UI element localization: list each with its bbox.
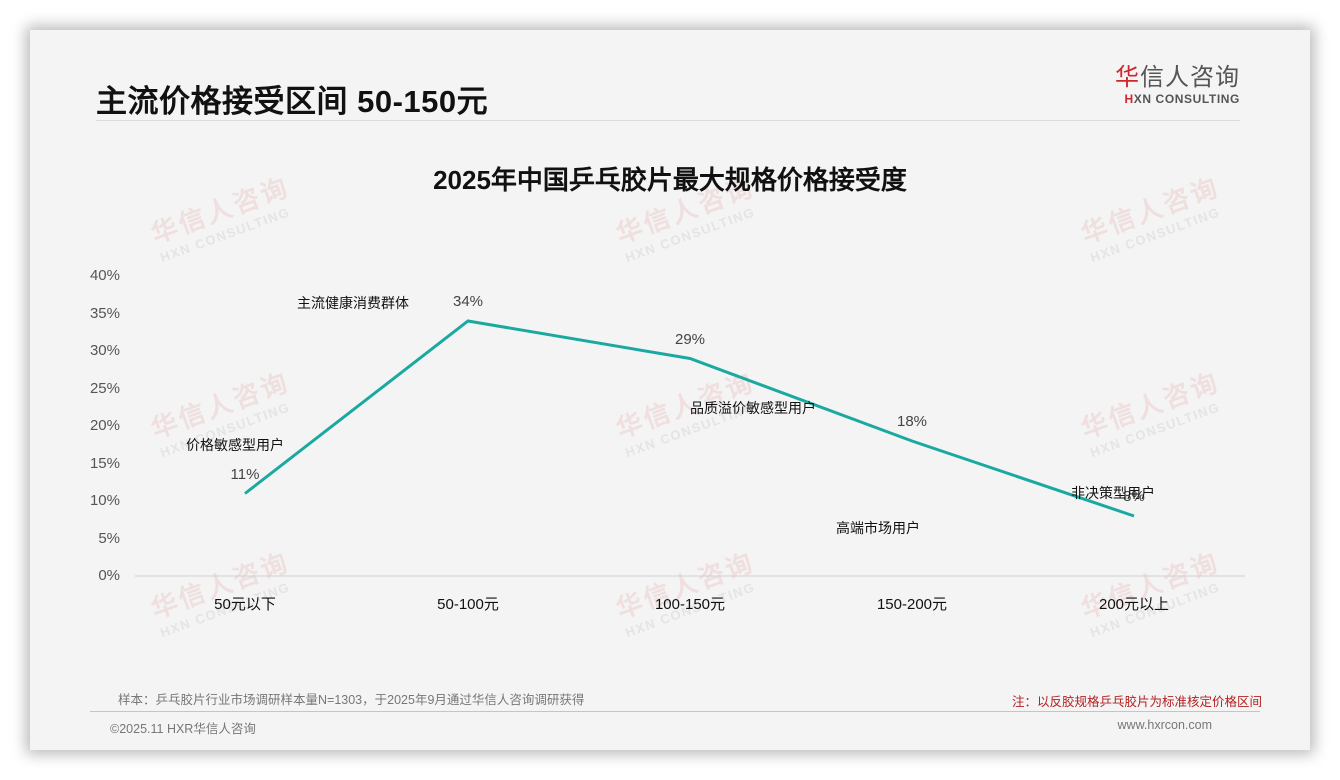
logo-en-rest: XN CONSULTING: [1133, 92, 1240, 106]
logo-cn-rest: 信人咨询: [1140, 64, 1240, 91]
data-label: 34%: [452, 293, 484, 310]
footer-divider: [90, 711, 1260, 712]
x-tick-label: 200元以上: [1098, 596, 1170, 613]
annotation-non-decision: 非决策型用户: [1071, 485, 1155, 501]
copyright: ©2025.11 HXR华信人咨询: [110, 722, 256, 736]
brand-logo: 华信人咨询 HXN CONSULTING: [1110, 64, 1240, 106]
x-tick-label: 100-150元: [654, 596, 726, 613]
y-tick-label: 35%: [89, 304, 120, 322]
data-label: 29%: [674, 330, 706, 348]
y-tick-label: 30%: [89, 342, 120, 359]
website: www.hxrcon.com: [1117, 718, 1212, 732]
x-tick-label: 50-100元: [437, 596, 499, 613]
price-range-note: 注：以反胶规格乒乓胶片为标准核定价格区间: [1011, 695, 1262, 709]
y-tick-label: 0%: [98, 567, 120, 584]
logo-cn: 华信人咨询: [1110, 64, 1240, 92]
page-title: 主流价格接受区间 50-150元: [96, 84, 489, 119]
chart-title: 2025年中国乒乓胶片最大规格价格接受度: [433, 165, 907, 195]
series-line: [244, 319, 1135, 518]
slide: 主流价格接受区间 50-150元 华信人咨询 HXN CONSULTING 华信…: [30, 30, 1310, 750]
header-divider: [96, 120, 1240, 121]
chart-plot: [135, 319, 1245, 577]
y-tick-label: 15%: [89, 454, 120, 472]
y-tick-label: 40%: [89, 267, 120, 284]
sample-footnote: 样本：乒乓胶片行业市场调研样本量N=1303，于2025年9月通过华信人咨询调研…: [118, 693, 585, 707]
logo-cn-first: 华: [1115, 64, 1140, 91]
y-tick-label: 20%: [89, 417, 120, 434]
annotation-quality-premium: 品质溢价敏感型用户: [690, 400, 816, 416]
x-tick-label: 150-200元: [876, 596, 948, 613]
logo-en-first: H: [1124, 92, 1134, 106]
data-label: 18%: [896, 413, 928, 430]
annotation-price-sensitive: 价格敏感型用户: [186, 437, 284, 453]
data-label: 8%: [1123, 488, 1145, 505]
annotation-high-end: 高端市场用户: [836, 520, 920, 536]
data-label: 11%: [230, 465, 260, 483]
y-tick-label: 25%: [89, 379, 120, 397]
y-tick-label: 10%: [89, 492, 120, 509]
annotation-mainstream: 主流健康消费群体: [297, 295, 409, 311]
logo-en: HXN CONSULTING: [1110, 92, 1240, 106]
y-tick-label: 5%: [98, 529, 120, 547]
x-tick-label: 50元以下: [214, 596, 276, 613]
